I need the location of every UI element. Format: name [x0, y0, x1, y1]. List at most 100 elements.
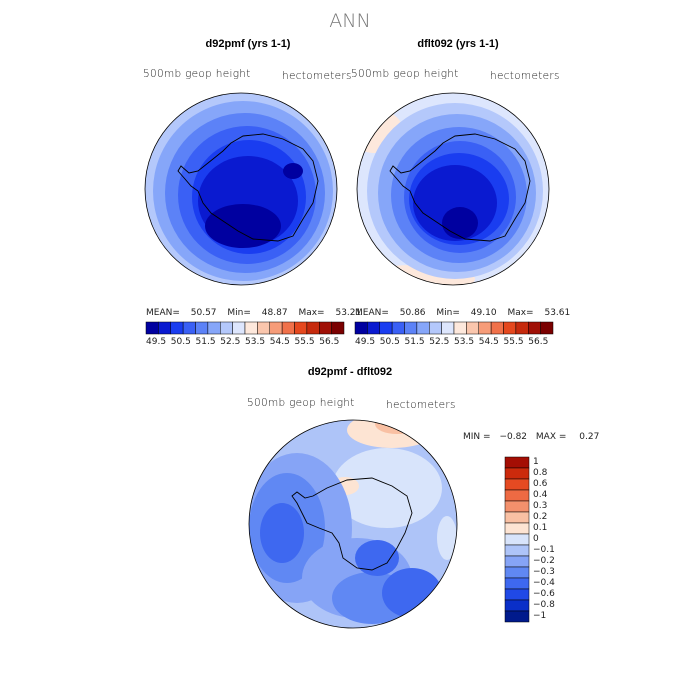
colorbar-swatch [294, 321, 308, 335]
colorbar-tick-label: 52.5 [220, 337, 241, 347]
colorbar-tick-label: 1 [533, 456, 539, 467]
panel-2-map [356, 92, 550, 286]
colorbar-tick-label: 0.8 [533, 467, 548, 478]
colorbar-swatch [504, 610, 530, 623]
max-value: 0.27 [579, 432, 600, 442]
colorbar-tick-label: 0.1 [533, 522, 548, 533]
colorbar-swatch [490, 321, 504, 335]
map-boundary [248, 419, 458, 629]
contour-band [355, 540, 399, 576]
colorbar-tick-label: 51.5 [404, 337, 425, 347]
colorbar-tick-label: −0.4 [533, 577, 555, 588]
panel-2-variable-label: 500mb geop height [351, 68, 459, 80]
colorbar-tick-label: 55.5 [503, 337, 524, 347]
min-label: Min= [227, 308, 251, 318]
min-value: 49.10 [470, 308, 497, 318]
colorbar-tick-label: 56.5 [319, 337, 340, 347]
contour-band [283, 163, 303, 179]
panel-1-stats: MEAN= 50.57 Min= 48.87 Max= 53.21 [146, 308, 361, 318]
colorbar-swatch [391, 321, 405, 335]
colorbar-tick-label: −0.3 [533, 566, 555, 577]
colorbar-swatch [281, 321, 295, 335]
colorbar-swatch [367, 321, 380, 335]
colorbar-swatch [504, 544, 530, 557]
colorbar-swatch [379, 321, 393, 335]
colorbar-swatch [306, 321, 320, 335]
colorbar-swatch [429, 321, 442, 335]
colorbar-swatch [170, 321, 184, 335]
colorbar-tick-label: 49.5 [146, 337, 167, 347]
panel-1-colorbar [145, 321, 345, 335]
colorbar-tick-label: 0.3 [533, 500, 548, 511]
min-label: Min= [436, 308, 460, 318]
colorbar-swatch [145, 321, 159, 335]
mean-value: 50.57 [190, 308, 217, 318]
colorbar-tick-label: 0 [533, 533, 539, 544]
diff-colorbar [504, 456, 530, 623]
max-value: 53.21 [335, 308, 362, 318]
colorbar-tick-label: −0.1 [533, 544, 555, 555]
diff-colorbar-ticks: 1 0.8 0.6 0.4 0.3 0.2 0.1 0 −0.1 −0.2 −0.3 −0.4 −0.6… [533, 457, 573, 622]
panel-1-units-label: hectometers [282, 70, 352, 82]
colorbar-swatch [504, 478, 530, 491]
colorbar-swatch [504, 533, 530, 546]
colorbar-swatch [232, 321, 246, 335]
max-label: MAX = [535, 432, 567, 442]
min-value: 48.87 [261, 308, 288, 318]
colorbar-tick-label: −1 [533, 610, 547, 621]
colorbar-swatch [319, 321, 332, 335]
diff-map [248, 419, 458, 629]
colorbar-tick-label: −0.8 [533, 599, 555, 610]
colorbar-swatch [453, 321, 467, 335]
diff-stats: MIN = −0.82 MAX = 0.27 [463, 432, 599, 442]
antarctica-coastline [177, 133, 319, 242]
colorbar-swatch [504, 456, 530, 469]
colorbar-tick-label: −0.2 [533, 555, 555, 566]
colorbar-swatch [331, 321, 345, 335]
mean-label: MEAN= [355, 308, 389, 318]
colorbar-tick-label: 54.5 [478, 337, 499, 347]
colorbar-tick-label: 50.5 [170, 337, 191, 347]
antarctica-coastline [389, 133, 531, 242]
colorbar-swatch [528, 321, 541, 335]
colorbar-swatch [504, 522, 530, 535]
max-value: 53.61 [544, 308, 571, 318]
colorbar-swatch [269, 321, 283, 335]
colorbar-swatch [404, 321, 418, 335]
colorbar-swatch [504, 566, 530, 579]
colorbar-swatch [504, 555, 530, 568]
colorbar-swatch [182, 321, 196, 335]
colorbar-swatch [195, 321, 209, 335]
colorbar-swatch [504, 511, 530, 524]
colorbar-swatch [466, 321, 479, 335]
colorbar-swatch [504, 588, 530, 601]
map-boundary [356, 92, 550, 286]
colorbar-tick-label: 52.5 [429, 337, 450, 347]
contour-band [260, 503, 304, 563]
colorbar-swatch [515, 321, 529, 335]
colorbar-swatch [504, 599, 530, 612]
mean-label: MEAN= [146, 308, 180, 318]
mean-value: 50.86 [399, 308, 426, 318]
panel-1-map [144, 92, 338, 286]
panel-1-title: d92pmf (yrs 1-1) [205, 38, 291, 50]
diff-variable-label: 500mb geop height [247, 397, 355, 409]
panel-2-units-label: hectometers [490, 70, 560, 82]
colorbar-swatch [504, 500, 530, 513]
min-label: MIN = [463, 432, 491, 442]
min-value: −0.82 [499, 432, 528, 442]
colorbar-tick-label: 53.5 [454, 337, 475, 347]
colorbar-swatch [244, 321, 258, 335]
colorbar-swatch [354, 321, 368, 335]
panel-1-variable-label: 500mb geop height [143, 68, 251, 80]
colorbar-tick-label: 55.5 [294, 337, 315, 347]
colorbar-tick-label: 0.4 [533, 489, 548, 500]
colorbar-swatch [504, 467, 530, 480]
colorbar-swatch [257, 321, 270, 335]
colorbar-swatch [478, 321, 492, 335]
max-label: Max= [298, 308, 325, 318]
contour-band [332, 448, 442, 528]
colorbar-tick-label: 56.5 [528, 337, 549, 347]
antarctica-coastline [291, 477, 413, 571]
